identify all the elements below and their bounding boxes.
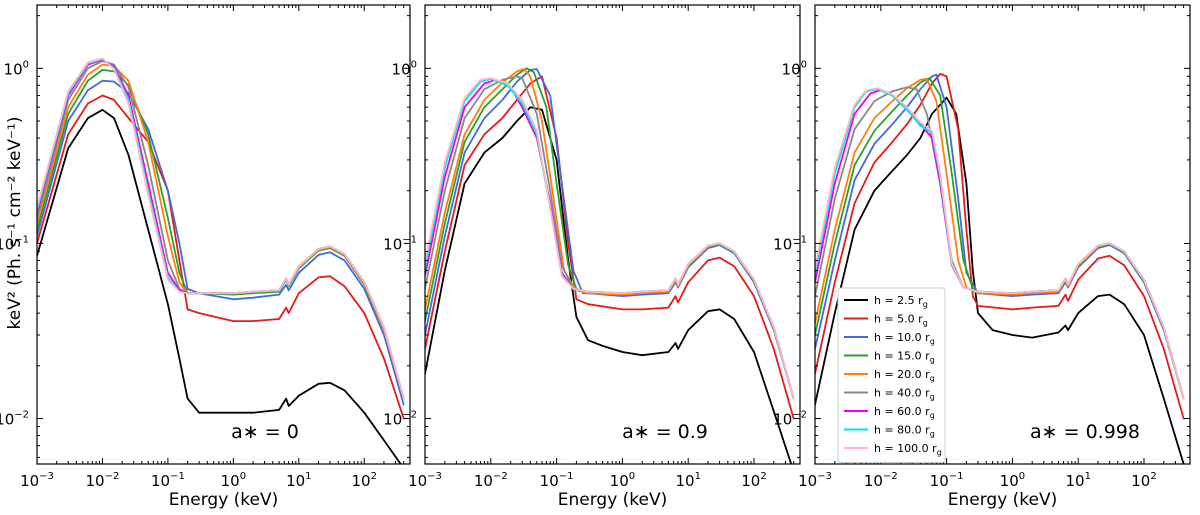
x-tick-label: 102	[741, 471, 766, 490]
legend-label: h = 100.0 rg	[874, 442, 942, 457]
series-line-h15.0	[37, 69, 405, 400]
series-line-h10.0	[37, 79, 405, 406]
y-tick-label: 100	[782, 59, 807, 78]
legend-label: h = 10.0 rg	[874, 331, 935, 346]
y-tick-label: 100	[392, 59, 417, 78]
series-line-h5.0	[815, 73, 1185, 420]
legend-label: h = 15.0 rg	[874, 350, 935, 365]
legend-label: h = 40.0 rg	[874, 387, 935, 402]
plot-frame	[424, 4, 801, 465]
y-tick-label: 10−1	[383, 234, 417, 253]
x-axis-label: Energy (keV)	[169, 490, 279, 510]
y-tick-label: 10−1	[773, 234, 807, 253]
x-tick-label: 101	[1065, 471, 1090, 490]
series-line-h2.5	[37, 108, 402, 464]
plot-frame	[36, 4, 411, 465]
x-tick-label: 101	[675, 471, 700, 490]
legend-label: h = 80.0 rg	[874, 424, 935, 439]
legend: h = 2.5 rg h = 5.0 rg h = 10.0 rg h = 15.0 …	[837, 287, 946, 463]
legend-label: h = 60.0 rg	[874, 405, 935, 420]
x-tick-label: 10−3	[408, 471, 442, 490]
x-axis-label: Energy (keV)	[558, 490, 668, 510]
series-line-h15.0	[425, 67, 795, 400]
spin-annotation: a∗ = 0.9	[622, 421, 708, 443]
series-line-h2.5	[815, 96, 1185, 464]
x-tick-label: 10−2	[474, 471, 508, 490]
series-line-h20.0	[425, 68, 795, 400]
x-tick-label: 102	[1131, 471, 1156, 490]
legend-label: h = 5.0 rg	[874, 313, 928, 328]
spin-annotation: a∗ = 0	[231, 421, 299, 443]
legend-frame	[837, 287, 946, 463]
x-tick-label: 10−2	[86, 471, 120, 490]
x-tick-label: 100	[1000, 471, 1025, 490]
series-line-h40.0	[37, 60, 405, 400]
series-line-h5.0	[425, 75, 795, 420]
series-line-h60.0	[425, 78, 795, 400]
series-line-h60.0	[37, 58, 405, 400]
x-tick-label: 102	[352, 471, 377, 490]
x-tick-label: 101	[286, 471, 311, 490]
series-line-h100.0	[37, 57, 405, 400]
x-tick-label: 10−3	[798, 471, 832, 490]
series-line-h5.0	[37, 94, 405, 420]
x-tick-label: 100	[610, 471, 635, 490]
y-tick-label: 10−2	[773, 410, 807, 429]
y-axis-label: keV² (Ph. s⁻¹ cm⁻² keV⁻¹)	[5, 117, 25, 330]
series-line-h2.5	[425, 106, 793, 464]
series-group	[425, 67, 795, 464]
x-tick-label: 10−1	[151, 471, 185, 490]
x-tick-label: 100	[221, 471, 246, 490]
legend-label: h = 20.0 rg	[874, 368, 935, 383]
x-axis-label: Energy (keV)	[948, 490, 1058, 510]
y-tick-label: 10−1	[0, 234, 29, 253]
series-line-h100.0	[815, 87, 1185, 400]
series-group	[815, 73, 1185, 464]
spin-annotation: a∗ = 0.998	[1030, 421, 1140, 443]
x-tick-label: 10−1	[930, 471, 964, 490]
series-line-h100.0	[425, 77, 795, 400]
x-tick-label: 10−1	[540, 471, 574, 490]
y-tick-label: 10−2	[383, 410, 417, 429]
series-line-h10.0	[425, 68, 795, 400]
x-tick-label: 10−3	[20, 471, 54, 490]
legend-label: h = 2.5 rg	[874, 294, 928, 309]
y-tick-label: 100	[4, 59, 29, 78]
x-tick-label: 10−2	[864, 471, 898, 490]
series-line-h20.0	[37, 63, 405, 400]
y-tick-label: 10−2	[0, 410, 29, 429]
series-line-h80.0	[37, 58, 405, 400]
series-group	[37, 57, 405, 464]
